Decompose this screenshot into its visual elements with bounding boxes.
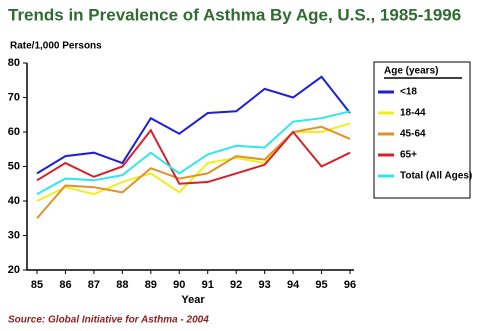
y-tick-label: 20 bbox=[8, 264, 20, 276]
y-tick-label: 70 bbox=[8, 91, 20, 103]
x-tick-label: 87 bbox=[88, 279, 100, 291]
x-tick-label: 93 bbox=[259, 279, 271, 291]
x-tick-label: 96 bbox=[344, 279, 356, 291]
legend-label: Total (All Ages) bbox=[400, 171, 472, 182]
series-line bbox=[36, 122, 351, 202]
x-tick-label: 92 bbox=[230, 279, 242, 291]
chart-title: Trends in Prevalence of Asthma By Age, U… bbox=[8, 5, 461, 24]
x-tick-label: 89 bbox=[145, 279, 157, 291]
legend-label: <18 bbox=[400, 87, 417, 98]
legend-label: 65+ bbox=[400, 150, 417, 161]
y-tick-label: 60 bbox=[8, 126, 20, 138]
x-tick-label: 88 bbox=[116, 279, 128, 291]
series-line bbox=[36, 110, 351, 195]
y-tick-label: 80 bbox=[8, 57, 20, 69]
series-line bbox=[36, 128, 351, 185]
x-tick-label: 86 bbox=[59, 279, 71, 291]
x-axis-label: Year bbox=[181, 294, 205, 306]
x-tick-label: 94 bbox=[287, 279, 300, 291]
x-tick-label: 85 bbox=[31, 279, 43, 291]
x-tick-label: 91 bbox=[202, 279, 214, 291]
source-note: Source: Global Initiative for Asthma - 2… bbox=[8, 315, 209, 326]
legend-label: 18-44 bbox=[400, 108, 426, 119]
y-tick-label: 30 bbox=[8, 229, 20, 241]
legend-label: 45-64 bbox=[400, 129, 426, 140]
y-tick-label: 50 bbox=[8, 160, 20, 172]
x-tick-label: 95 bbox=[315, 279, 327, 291]
series-line bbox=[36, 125, 351, 219]
legend-title: Age (years) bbox=[384, 66, 438, 77]
x-tick-label: 90 bbox=[173, 279, 185, 291]
y-axis-label: Rate/1,000 Persons bbox=[10, 41, 102, 52]
y-tick-label: 40 bbox=[8, 195, 20, 207]
series-line bbox=[36, 75, 351, 175]
